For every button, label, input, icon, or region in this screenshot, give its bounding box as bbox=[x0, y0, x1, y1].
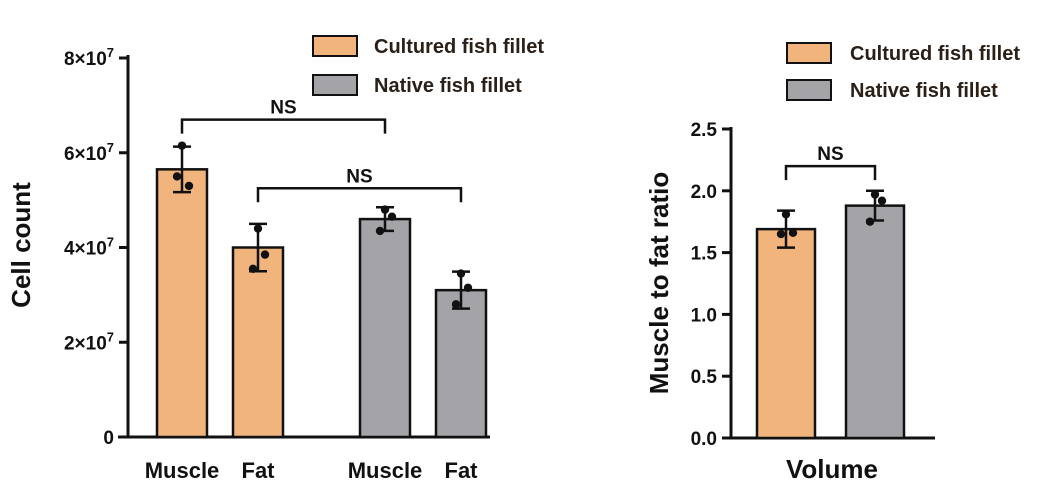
right-y-tick-label-2: 1.0 bbox=[691, 305, 717, 326]
left-significance-label-0: NS bbox=[270, 98, 296, 119]
left-y-tick-label-0: 0 bbox=[103, 428, 114, 449]
left-data-point-2-2 bbox=[375, 226, 385, 236]
left-y-tick-label-3: 6×107 bbox=[64, 140, 114, 165]
right-data-point-0-0 bbox=[781, 210, 791, 219]
right-y-tick-label-4: 2.0 bbox=[691, 182, 717, 203]
left-y-tick-label-4: 8×107 bbox=[64, 45, 114, 70]
right-legend-swatch-native bbox=[786, 79, 832, 101]
x-tick-label-fat-cultured: Fat bbox=[242, 458, 276, 483]
right-legend-swatch-cultured bbox=[786, 42, 832, 64]
right-bar-0 bbox=[755, 227, 817, 440]
right-significance-bracket-0 bbox=[784, 164, 877, 181]
right-chart: Muscle to fat ratio 0.0 0.5 1.0 1.5 2.0 2.5 N… bbox=[644, 42, 1020, 484]
right-data-point-1-2 bbox=[865, 217, 875, 226]
left-data-point-0-0 bbox=[177, 141, 187, 150]
x-tick-label-muscle-native: Muscle bbox=[348, 458, 423, 483]
left-chart: Cell count 0 2×107 4×107 6×107 8×107 NS NS Mu… bbox=[6, 35, 544, 483]
left-data-point-2-1 bbox=[387, 212, 397, 221]
left-y-tick-label-2: 4×107 bbox=[64, 235, 114, 260]
left-legend: Cultured fish fillet Native fish fillet bbox=[312, 35, 544, 97]
left-legend-swatch-cultured bbox=[312, 35, 358, 57]
left-significance-bracket-1 bbox=[256, 187, 463, 203]
right-data-point-0-1 bbox=[788, 228, 798, 238]
left-significance: NS NS bbox=[180, 98, 463, 203]
left-data-point-0-1 bbox=[184, 181, 194, 191]
right-y-axis-label: Muscle to fat ratio bbox=[644, 172, 674, 394]
left-data-point-1-0 bbox=[253, 224, 263, 233]
right-significance: NS bbox=[784, 144, 877, 181]
right-bar-1 bbox=[844, 204, 906, 440]
right-legend: Cultured fish fillet Native fish fillet bbox=[786, 42, 1020, 102]
left-data-point-0-2 bbox=[172, 172, 182, 181]
right-bars bbox=[755, 189, 906, 440]
left-bar-3 bbox=[434, 288, 488, 439]
left-bar-1 bbox=[231, 246, 285, 439]
right-data-point-1-1 bbox=[877, 196, 887, 205]
right-data-point-1-0 bbox=[870, 190, 880, 199]
right-y-ticks: 0.0 0.5 1.0 1.5 2.0 2.5 bbox=[691, 120, 731, 450]
left-data-point-2-0 bbox=[380, 205, 390, 214]
x-tick-label-fat-native: Fat bbox=[445, 458, 479, 483]
left-bars bbox=[155, 141, 488, 439]
left-legend-label-cultured: Cultured fish fillet bbox=[374, 36, 544, 58]
right-significance-label-0: NS bbox=[817, 144, 843, 165]
right-y-tick-label-0: 0.0 bbox=[691, 429, 717, 450]
left-data-point-3-1 bbox=[463, 283, 473, 292]
right-y-tick-label-3: 1.5 bbox=[691, 244, 718, 265]
right-y-tick-label-5: 2.5 bbox=[691, 120, 718, 141]
left-legend-swatch-native bbox=[312, 74, 358, 96]
left-data-point-1-2 bbox=[248, 264, 258, 274]
left-bar-2 bbox=[358, 217, 412, 439]
x-tick-label-muscle-cultured: Muscle bbox=[145, 458, 220, 483]
right-legend-label-cultured: Cultured fish fillet bbox=[850, 43, 1020, 65]
right-y-tick-label-1: 0.5 bbox=[691, 367, 718, 388]
left-y-axis-label: Cell count bbox=[6, 182, 36, 308]
right-x-axis-label: Volume bbox=[786, 454, 878, 484]
left-y-ticks: 0 2×107 4×107 6×107 8×107 bbox=[64, 45, 128, 449]
left-significance-label-1: NS bbox=[346, 166, 372, 187]
left-significance-bracket-0 bbox=[180, 118, 387, 134]
right-data-point-0-2 bbox=[776, 229, 786, 239]
left-y-tick-label-1: 2×107 bbox=[64, 329, 114, 354]
left-data-point-3-0 bbox=[456, 269, 466, 278]
left-data-point-1-1 bbox=[260, 250, 270, 259]
left-bar-0 bbox=[155, 168, 209, 439]
right-legend-label-native: Native fish fillet bbox=[850, 80, 998, 102]
left-data-point-3-2 bbox=[451, 300, 461, 309]
left-legend-label-native: Native fish fillet bbox=[374, 75, 522, 97]
